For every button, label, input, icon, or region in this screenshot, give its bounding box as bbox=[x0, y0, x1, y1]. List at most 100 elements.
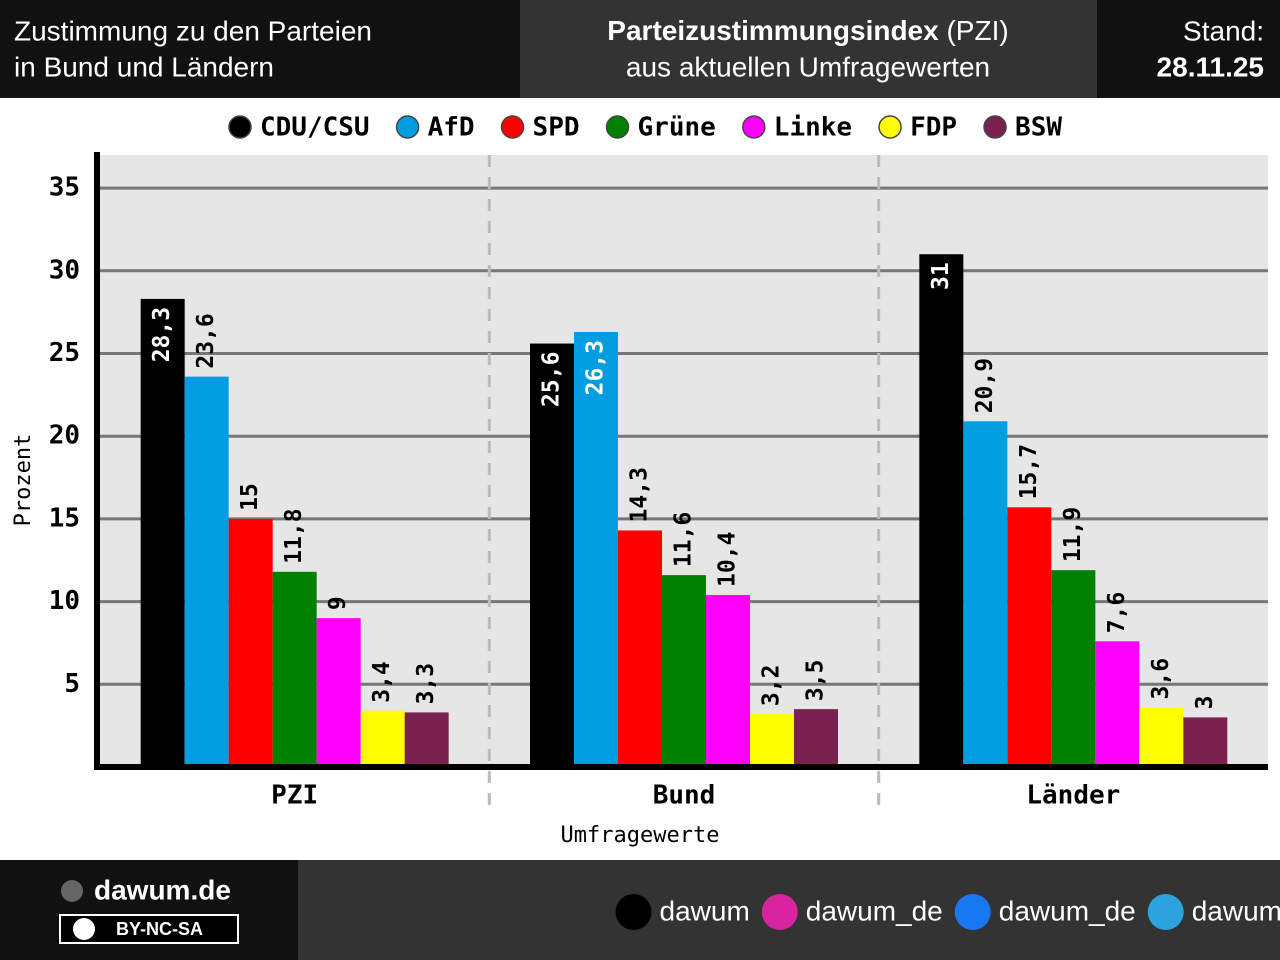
y-axis-label: Prozent bbox=[11, 434, 36, 527]
logo-icon bbox=[61, 880, 83, 902]
social-link: dawum_de bbox=[761, 894, 943, 930]
y-tick-label: 25 bbox=[49, 338, 80, 368]
bar bbox=[574, 331, 618, 767]
legend-marker bbox=[878, 115, 902, 139]
y-tick-label: 30 bbox=[49, 255, 80, 285]
value-label: 3,5 bbox=[803, 660, 829, 702]
legend-item: Linke bbox=[742, 113, 852, 143]
value-label: 26,3 bbox=[583, 340, 609, 395]
bar bbox=[1007, 507, 1052, 767]
legend-label: Linke bbox=[774, 113, 852, 143]
legend-item: SPD bbox=[500, 113, 580, 143]
value-label: 3 bbox=[1192, 696, 1218, 710]
date-label: Stand: bbox=[1183, 15, 1264, 46]
chart-title: Parteizustimmungsindex (PZI) bbox=[607, 15, 1008, 46]
bar bbox=[750, 714, 794, 767]
y-tick-label: 15 bbox=[49, 503, 80, 533]
social-handle: dawum bbox=[660, 895, 750, 926]
bar bbox=[316, 618, 361, 767]
value-label: 23,6 bbox=[193, 313, 219, 368]
social-icon bbox=[1147, 894, 1184, 930]
y-tick-label: 10 bbox=[49, 586, 80, 616]
legend-marker bbox=[605, 115, 630, 139]
bar bbox=[184, 376, 229, 767]
bar bbox=[272, 571, 317, 767]
x-axis-label: Umfragewerte bbox=[561, 823, 720, 848]
social-icon bbox=[954, 894, 991, 930]
value-label: 3,2 bbox=[759, 665, 785, 707]
value-label: 15 bbox=[237, 483, 263, 511]
value-label: 11,8 bbox=[281, 508, 307, 563]
bar bbox=[228, 518, 273, 767]
value-label: 9 bbox=[325, 596, 351, 610]
legend-item: BSW bbox=[983, 113, 1062, 143]
value-label: 11,9 bbox=[1060, 507, 1086, 562]
bar bbox=[662, 575, 706, 767]
bar bbox=[1139, 707, 1184, 767]
bar bbox=[794, 709, 838, 767]
legend-label: FDP bbox=[910, 113, 957, 143]
date: 28.11.25 bbox=[1157, 51, 1264, 82]
value-label: 20,9 bbox=[972, 358, 998, 413]
header-left: in Bund und Ländern bbox=[14, 51, 274, 82]
bar bbox=[618, 530, 662, 767]
value-label: 31 bbox=[928, 262, 954, 290]
title-suffix: (PZI) bbox=[946, 15, 1008, 46]
legend-marker bbox=[983, 115, 1007, 139]
y-tick-label: 5 bbox=[64, 669, 80, 699]
value-label: 28,3 bbox=[149, 307, 175, 362]
value-label: 25,6 bbox=[539, 352, 565, 407]
legend-label: SPD bbox=[533, 113, 580, 143]
bar bbox=[1095, 641, 1140, 767]
social-handle: dawum bbox=[1192, 895, 1280, 926]
value-label: 10,4 bbox=[715, 532, 741, 587]
legend-item: CDU/CSU bbox=[228, 113, 370, 143]
legend-marker bbox=[395, 115, 420, 139]
title: Parteizustimmungsindex bbox=[607, 15, 939, 46]
legend-item: Grüne bbox=[605, 113, 716, 143]
social-handle: dawum_de bbox=[999, 895, 1136, 926]
bar bbox=[530, 343, 574, 767]
social-handle: dawum_de bbox=[806, 895, 943, 926]
y-tick-label: 35 bbox=[49, 173, 80, 203]
legend-label: CDU/CSU bbox=[260, 113, 370, 143]
subtitle: aus aktuellen Umfragewerten bbox=[626, 51, 990, 82]
legend-item: AfD bbox=[395, 113, 475, 143]
value-label: 14,3 bbox=[627, 467, 653, 522]
bar bbox=[1183, 717, 1228, 767]
bar bbox=[706, 594, 750, 767]
bar bbox=[360, 710, 405, 767]
legend-marker bbox=[500, 115, 525, 139]
social-link: dawum bbox=[1147, 894, 1280, 930]
bar bbox=[1051, 570, 1096, 767]
cc-icon bbox=[73, 918, 95, 940]
social-icon bbox=[615, 894, 652, 930]
bar bbox=[404, 712, 449, 767]
header-center-bg bbox=[520, 0, 1097, 98]
legend-marker bbox=[742, 115, 766, 139]
legend-label: BSW bbox=[1015, 113, 1062, 143]
header-left: Zustimmung zu den Parteien bbox=[14, 15, 372, 46]
x-tick-label: PZI bbox=[271, 781, 318, 811]
social-link: dawum bbox=[615, 894, 750, 930]
license: BY-NC-SA bbox=[116, 919, 203, 939]
legend-marker bbox=[228, 115, 252, 139]
legend-label: Grüne bbox=[638, 113, 716, 143]
legend-item: FDP bbox=[878, 113, 957, 143]
bar bbox=[919, 254, 964, 768]
value-label: 3,4 bbox=[369, 661, 395, 703]
value-label: 15,7 bbox=[1016, 444, 1042, 499]
x-tick-label: Bund bbox=[653, 781, 716, 811]
value-label: 3,6 bbox=[1148, 658, 1174, 700]
bar bbox=[963, 421, 1008, 767]
y-tick-label: 20 bbox=[49, 421, 80, 451]
site: dawum.de bbox=[94, 874, 231, 905]
value-label: 11,6 bbox=[671, 512, 697, 567]
x-tick-label: Länder bbox=[1026, 781, 1120, 811]
value-label: 7,6 bbox=[1104, 592, 1130, 634]
social-icon bbox=[761, 894, 798, 930]
social-link: dawum_de bbox=[954, 894, 1136, 930]
value-label: 3,3 bbox=[413, 663, 439, 705]
bar bbox=[140, 298, 185, 767]
